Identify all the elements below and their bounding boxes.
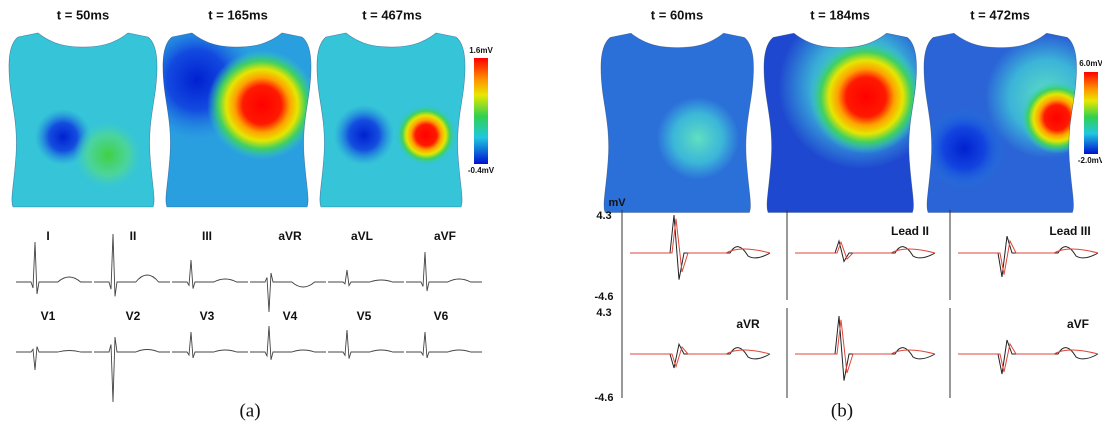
lead-label: II (130, 229, 137, 243)
map-blob (923, 107, 1005, 189)
ecg-trace (94, 234, 170, 296)
axis-tick: -4.6 (595, 392, 614, 404)
torso-map (8, 25, 158, 210)
map-time: t = 467ms (362, 7, 422, 22)
ecg-trace (406, 252, 482, 291)
ecg-trace (94, 337, 170, 402)
ecg-trace (328, 270, 404, 286)
ecg-trace (16, 242, 92, 294)
map-fill (763, 4, 943, 215)
lead-label: III (202, 229, 212, 243)
lead-label: aVR (736, 317, 760, 331)
map-blob (809, 40, 922, 153)
map-time: t = 60ms (651, 7, 703, 22)
map-fill (600, 25, 755, 216)
ecg-trace (406, 332, 482, 358)
lead-label: Lead II (891, 224, 929, 238)
ecg-measured (958, 236, 1098, 277)
lead-label: aVL (351, 229, 373, 243)
map-blob (1021, 82, 1093, 154)
map-time: t = 50ms (57, 7, 109, 22)
torso-map (763, 4, 943, 215)
ecg-trace (328, 330, 404, 359)
ecg-measured (795, 316, 935, 381)
ecg-traces (16, 215, 1098, 402)
torso-map (137, 20, 317, 210)
ecg-measured (958, 340, 1098, 374)
lead-label: V1 (41, 309, 56, 323)
lead-label: V3 (200, 309, 215, 323)
ecg-trace (172, 332, 248, 358)
lead-label: I (46, 229, 49, 243)
map-blob (74, 121, 142, 189)
caption: (a) (239, 400, 260, 421)
ecg-measured (630, 215, 770, 280)
ecg-simulated (958, 241, 1098, 275)
caption: (b) (831, 400, 853, 421)
torso-map (923, 25, 1102, 216)
lead-label: Lead III (1049, 224, 1090, 238)
axis-tick: 4.3 (596, 210, 611, 222)
colorbar (1084, 72, 1098, 154)
ecg-measured (795, 241, 935, 261)
map-fill (8, 25, 158, 210)
colorbar-min: -0.4mV (468, 166, 495, 175)
map-fill (137, 20, 317, 210)
torso-map (316, 25, 466, 210)
lead-label: V4 (283, 309, 298, 323)
map-blob (207, 50, 317, 160)
ecg-trace (172, 260, 248, 289)
axis-unit: mV (608, 197, 626, 209)
map-time: t = 472ms (970, 7, 1030, 22)
map-blob (334, 105, 394, 165)
figure: t = 50ms t = 165ms t = 467ms 1.6mV -0.4m… (0, 0, 1102, 430)
colorbar-max: 6.0mV (1079, 59, 1102, 68)
torso-maps (8, 4, 1102, 215)
lead-label: V2 (126, 309, 141, 323)
lead-label: aVF (1067, 317, 1089, 331)
map-fill (316, 25, 466, 210)
axis-tick: 4.3 (596, 307, 611, 319)
colorbar (474, 58, 488, 164)
ecg-simulated (795, 320, 935, 373)
lead-label: V5 (357, 309, 372, 323)
ecg-simulated (630, 219, 770, 272)
lead-label: aVR (278, 229, 302, 243)
axis-tick: -4.6 (595, 291, 614, 303)
map-time: t = 184ms (810, 7, 870, 22)
lead-label: aVF (434, 229, 456, 243)
torso-map (600, 25, 755, 216)
ecg-simulated (630, 347, 770, 367)
ecg-trace (250, 326, 326, 360)
ecg-trace (250, 273, 326, 312)
lead-label: V6 (434, 309, 449, 323)
colorbar-min: -2.0mV (1078, 156, 1102, 165)
map-blob (396, 105, 456, 165)
colorbar-max: 1.6mV (469, 46, 493, 55)
map-blob (657, 97, 739, 179)
map-time: t = 165ms (208, 7, 268, 22)
ecg-measured (630, 344, 770, 368)
ecg-trace (16, 347, 92, 370)
